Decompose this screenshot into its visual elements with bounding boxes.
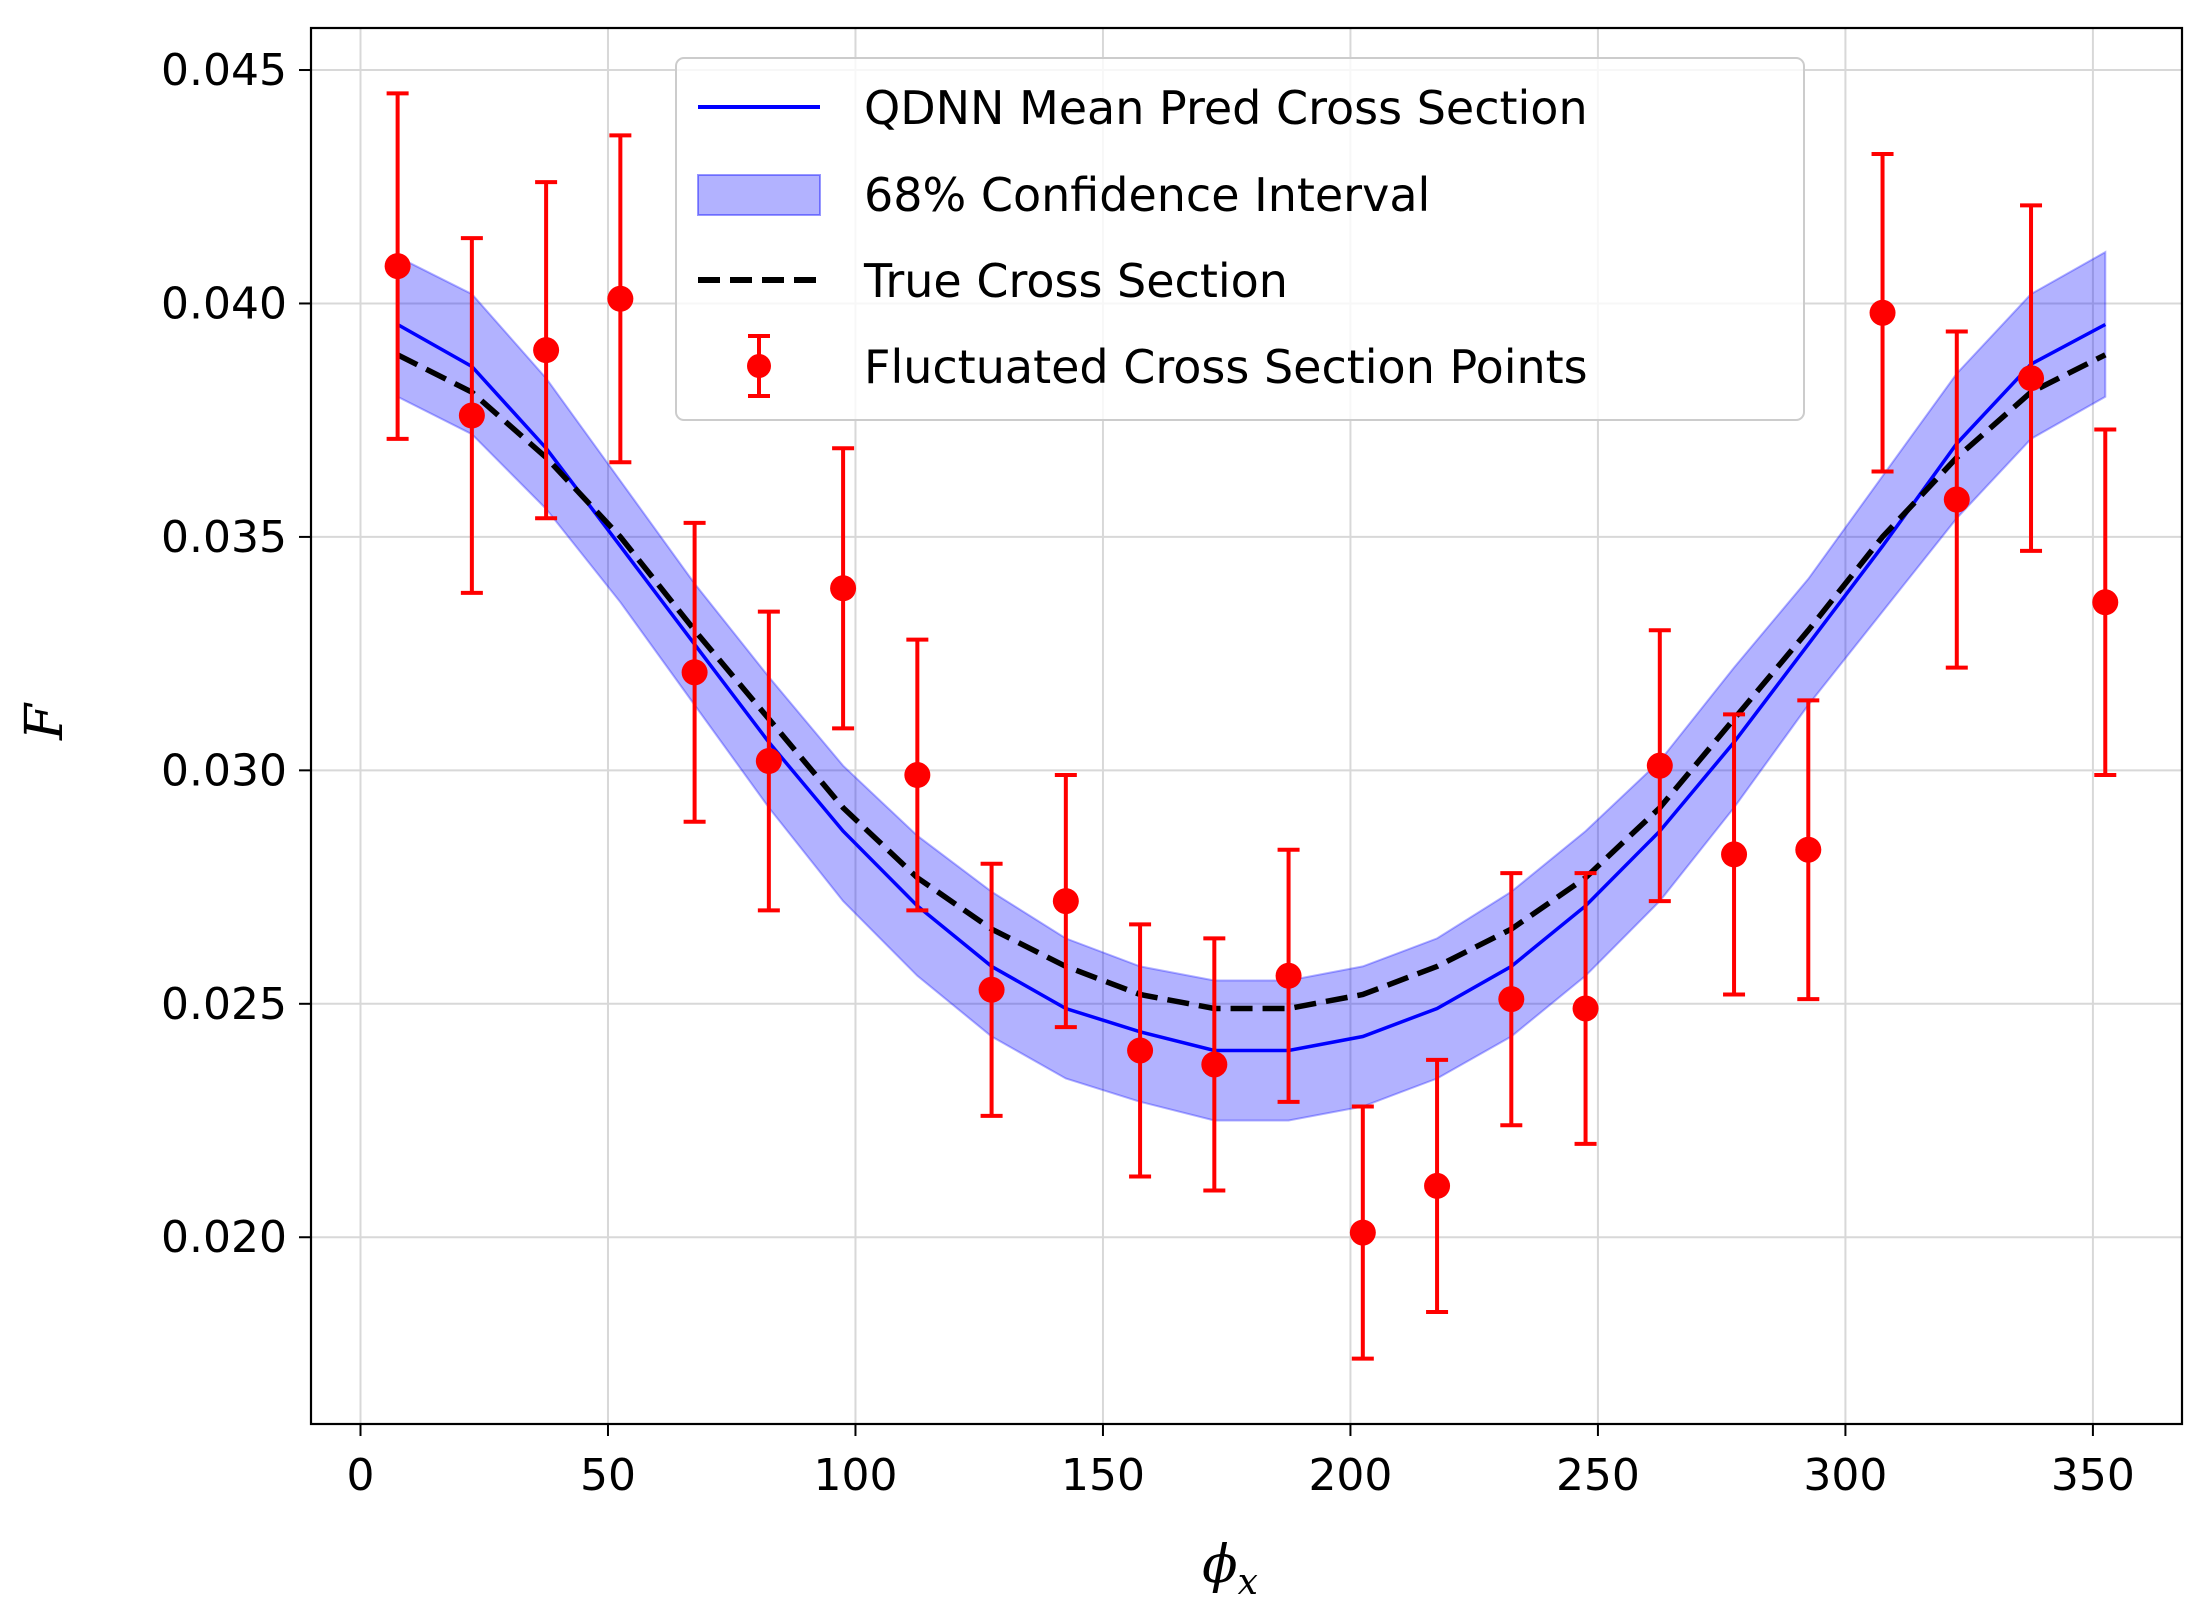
fluctuated-point <box>2018 203 2045 553</box>
fluctuated-point <box>830 446 857 731</box>
data-point-marker <box>1275 962 1302 989</box>
fluctuated-point <box>1275 847 1302 1104</box>
fluctuated-point <box>1201 936 1228 1193</box>
data-point-marker <box>1201 1051 1228 1078</box>
x-tick-label: 350 <box>2051 1450 2135 1501</box>
fluctuated-point <box>2092 427 2119 778</box>
fluctuated-point <box>1572 871 1599 1146</box>
plot-frame <box>309 26 2184 1426</box>
legend: QDNN Mean Pred Cross Section 68% Confide… <box>675 57 1805 421</box>
x-tick-label: 150 <box>1061 1450 1145 1501</box>
data-point-marker <box>1795 836 1822 863</box>
x-tick-label: 100 <box>813 1450 897 1501</box>
data-point-marker <box>384 253 411 280</box>
data-point-marker <box>1869 299 1896 326</box>
data-point-marker <box>1052 888 1079 915</box>
data-point-marker <box>1646 752 1673 779</box>
fluctuated-point <box>978 861 1005 1118</box>
fluctuated-point <box>904 637 931 913</box>
fluctuated-point <box>1943 329 1970 670</box>
data-point-marker <box>1127 1037 1154 1064</box>
mean-prediction-line <box>396 322 2107 1053</box>
x-axis-ticks: 0 50 100 150 200 250 300 350 <box>346 1424 2135 1501</box>
fluctuated-point <box>1869 152 1896 474</box>
fluctuated-point <box>1127 922 1154 1179</box>
legend-label-band: 68% Confidence Interval <box>864 168 1430 222</box>
true-cross-section-line <box>396 352 2107 1012</box>
data-point-marker <box>1349 1219 1376 1246</box>
x-axis-label-main: ϕ <box>1202 1535 1237 1595</box>
data-point-marker <box>533 337 560 364</box>
fluctuated-point <box>1721 712 1748 997</box>
legend-label-mean: QDNN Mean Pred Cross Section <box>864 81 1588 135</box>
data-point-marker <box>607 285 634 312</box>
fluctuated-point <box>1795 698 1822 1002</box>
x-tick-label: 50 <box>580 1450 636 1501</box>
legend-band-swatch <box>697 174 821 216</box>
data-point-marker <box>1572 995 1599 1022</box>
data-point-marker <box>681 659 708 686</box>
data-point-marker <box>830 575 857 602</box>
data-point-marker <box>1498 986 1525 1013</box>
data-point-marker <box>1721 841 1748 868</box>
y-axis-ticks: 0.020 0.025 0.030 0.035 0.040 0.045 <box>161 45 311 1263</box>
fluctuated-point <box>1349 1104 1376 1361</box>
data-point-marker <box>2092 589 2119 616</box>
fluctuated-point <box>755 609 782 913</box>
y-tick-label: 0.035 <box>161 512 287 563</box>
x-axis-label: ϕx <box>1202 1535 1258 1603</box>
mean-prediction-layer <box>396 322 2107 1053</box>
legend-label-points: Fluctuated Cross Section Points <box>864 340 1588 394</box>
x-tick-label: 300 <box>1803 1450 1887 1501</box>
data-point-marker <box>458 402 485 429</box>
x-axis-label-subscript: x <box>1238 1562 1258 1603</box>
x-tick-label: 250 <box>1556 1450 1640 1501</box>
y-tick-label: 0.030 <box>161 745 287 796</box>
true-cross-section-layer <box>396 352 2107 1012</box>
data-point-marker <box>1943 486 1970 513</box>
fluctuated-points-layer <box>384 91 2119 1361</box>
legend-label-true: True Cross Section <box>863 254 1288 308</box>
fluctuated-point <box>607 133 634 465</box>
fluctuated-point <box>1424 1057 1451 1314</box>
data-point-marker <box>1424 1172 1451 1199</box>
fluctuated-point <box>458 236 485 595</box>
y-tick-label: 0.025 <box>161 979 287 1030</box>
fluctuated-point <box>384 91 411 441</box>
data-point-marker <box>2018 365 2045 392</box>
fluctuated-point <box>681 520 708 824</box>
fluctuated-point <box>1498 871 1525 1128</box>
fluctuated-point <box>1052 773 1079 1030</box>
data-point-marker <box>755 748 782 775</box>
data-point-marker <box>978 976 1005 1003</box>
legend-box <box>675 57 1805 421</box>
fluctuated-point <box>533 180 560 521</box>
y-tick-label: 0.040 <box>161 278 287 329</box>
x-tick-label: 200 <box>1308 1450 1392 1501</box>
data-point-marker <box>904 762 931 789</box>
legend-point-swatch <box>747 354 771 378</box>
x-tick-label: 0 <box>346 1450 374 1501</box>
y-axis-label: F <box>15 702 75 741</box>
y-tick-label: 0.020 <box>161 1212 287 1263</box>
fluctuated-point <box>1646 628 1673 904</box>
y-tick-label: 0.045 <box>161 45 287 96</box>
